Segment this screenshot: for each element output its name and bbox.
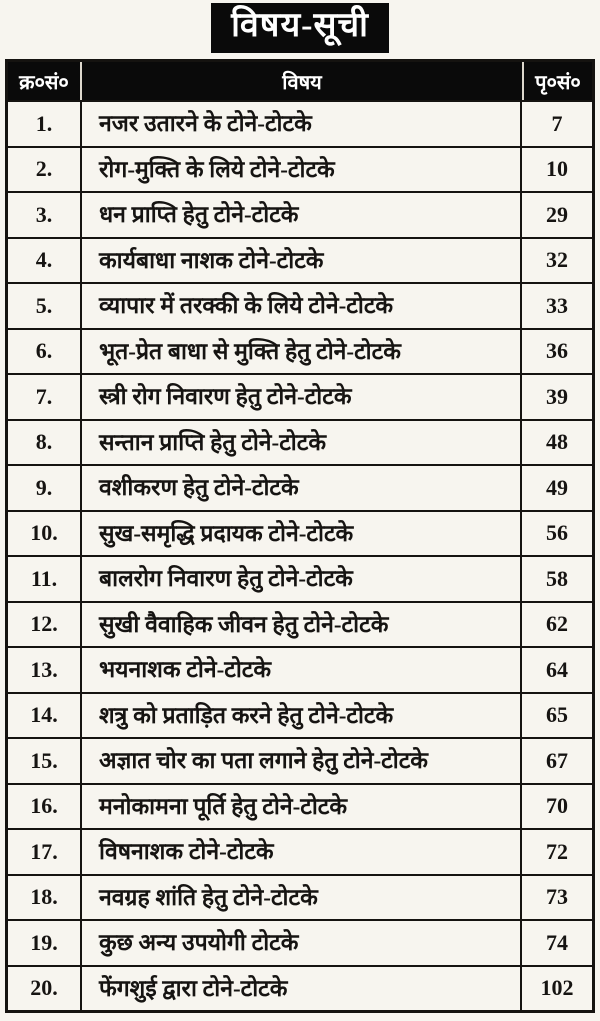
row-page-number: 56 [522, 511, 592, 555]
row-serial-number: 5. [8, 284, 80, 328]
table-row: 14. शत्रु को प्रताड़ित करने हेतु टोने-टो… [8, 693, 592, 737]
row-serial-number: 3. [8, 193, 80, 237]
row-serial-number: 10. [8, 511, 80, 555]
table-row: 5. व्यापार में तरक्की के लिये टोने-टोटके… [8, 284, 592, 328]
table-row: 7. स्त्री रोग निवारण हेतु टोने-टोटके 39 [8, 375, 592, 419]
row-serial-number: 13. [8, 648, 80, 692]
row-page-number: 29 [522, 193, 592, 237]
row-page-number: 65 [522, 693, 592, 737]
row-page-number: 7 [522, 102, 592, 146]
row-serial-number: 4. [8, 238, 80, 282]
table-row: 10. सुख-समृद्धि प्रदायक टोने-टोटके 56 [8, 511, 592, 555]
table-row: 1. नजर उतारने के टोने-टोटके 7 [8, 102, 592, 146]
row-serial-number: 7. [8, 375, 80, 419]
row-serial-number: 12. [8, 602, 80, 646]
table-row: 8. सन्तान प्राप्ति हेतु टोने-टोटके 48 [8, 420, 592, 464]
page-title: विषय-सूची [211, 3, 389, 53]
table-row: 15. अज्ञात चोर का पता लगाने हेतु टोने-टो… [8, 739, 592, 783]
row-page-number: 73 [522, 875, 592, 919]
table-row: 19. कुछ अन्य उपयोगी टोटके 74 [8, 921, 592, 965]
toc-table: क्र०सं० विषय पृ०सं० 1. नजर उतारने के टोन… [5, 59, 595, 1013]
toc-rows: 1. नजर उतारने के टोने-टोटके 7 2. रोग-मुक… [8, 102, 592, 1010]
header-serial-number: क्र०सं० [8, 62, 80, 100]
row-subject: धन प्राप्ति हेतु टोने-टोटके [82, 193, 520, 237]
row-subject: भयनाशक टोने-टोटके [82, 648, 520, 692]
row-subject: अज्ञात चोर का पता लगाने हेतु टोने-टोटके [82, 739, 520, 783]
table-row: 4. कार्यबाधा नाशक टोने-टोटके 32 [8, 238, 592, 282]
row-page-number: 33 [522, 284, 592, 328]
table-row: 18. नवग्रह शांति हेतु टोने-टोटके 73 [8, 875, 592, 919]
row-subject: नजर उतारने के टोने-टोटके [82, 102, 520, 146]
table-row: 12. सुखी वैवाहिक जीवन हेतु टोने-टोटके 62 [8, 602, 592, 646]
table-row: 11. बालरोग निवारण हेतु टोने-टोटके 58 [8, 557, 592, 601]
row-serial-number: 9. [8, 466, 80, 510]
row-serial-number: 19. [8, 921, 80, 965]
row-serial-number: 14. [8, 693, 80, 737]
row-page-number: 64 [522, 648, 592, 692]
table-row: 17. विषनाशक टोने-टोटके 72 [8, 830, 592, 874]
row-page-number: 49 [522, 466, 592, 510]
row-page-number: 67 [522, 739, 592, 783]
row-serial-number: 11. [8, 557, 80, 601]
row-subject: विषनाशक टोने-टोटके [82, 830, 520, 874]
row-subject: वशीकरण हेतु टोने-टोटके [82, 466, 520, 510]
header-page-number: पृ०सं० [522, 62, 592, 100]
header-subject: विषय [80, 62, 522, 100]
row-subject: सुखी वैवाहिक जीवन हेतु टोने-टोटके [82, 602, 520, 646]
table-row: 6. भूत-प्रेत बाधा से मुक्ति हेतु टोने-टो… [8, 329, 592, 373]
row-subject: मनोकामना पूर्ति हेतु टोने-टोटके [82, 784, 520, 828]
row-serial-number: 8. [8, 420, 80, 464]
row-serial-number: 18. [8, 875, 80, 919]
page-title-text: विषय-सूची [231, 7, 369, 44]
row-serial-number: 1. [8, 102, 80, 146]
row-page-number: 72 [522, 830, 592, 874]
row-serial-number: 2. [8, 147, 80, 191]
row-subject: फेंगशुई द्वारा टोने-टोटके [82, 966, 520, 1010]
row-subject: भूत-प्रेत बाधा से मुक्ति हेतु टोने-टोटके [82, 329, 520, 373]
row-serial-number: 16. [8, 784, 80, 828]
row-page-number: 58 [522, 557, 592, 601]
toc-header-row: क्र०सं० विषय पृ०सं० [8, 62, 592, 100]
row-subject: सुख-समृद्धि प्रदायक टोने-टोटके [82, 511, 520, 555]
row-subject: सन्तान प्राप्ति हेतु टोने-टोटके [82, 420, 520, 464]
table-row: 2. रोग-मुक्ति के लिये टोने-टोटके 10 [8, 147, 592, 191]
row-subject: बालरोग निवारण हेतु टोने-टोटके [82, 557, 520, 601]
row-page-number: 62 [522, 602, 592, 646]
table-row: 3. धन प्राप्ति हेतु टोने-टोटके 29 [8, 193, 592, 237]
row-page-number: 48 [522, 420, 592, 464]
row-page-number: 10 [522, 147, 592, 191]
row-subject: शत्रु को प्रताड़ित करने हेतु टोने-टोटके [82, 693, 520, 737]
row-page-number: 70 [522, 784, 592, 828]
table-row: 20. फेंगशुई द्वारा टोने-टोटके 102 [8, 966, 592, 1010]
table-row: 16. मनोकामना पूर्ति हेतु टोने-टोटके 70 [8, 784, 592, 828]
table-row: 9. वशीकरण हेतु टोने-टोटके 49 [8, 466, 592, 510]
row-page-number: 32 [522, 238, 592, 282]
row-page-number: 74 [522, 921, 592, 965]
row-subject: नवग्रह शांति हेतु टोने-टोटके [82, 875, 520, 919]
table-row: 13. भयनाशक टोने-टोटके 64 [8, 648, 592, 692]
row-serial-number: 17. [8, 830, 80, 874]
row-page-number: 39 [522, 375, 592, 419]
row-page-number: 102 [522, 966, 592, 1010]
row-subject: रोग-मुक्ति के लिये टोने-टोटके [82, 147, 520, 191]
row-serial-number: 20. [8, 966, 80, 1010]
row-subject: कुछ अन्य उपयोगी टोटके [82, 921, 520, 965]
row-page-number: 36 [522, 329, 592, 373]
row-serial-number: 15. [8, 739, 80, 783]
row-subject: कार्यबाधा नाशक टोने-टोटके [82, 238, 520, 282]
row-subject: स्त्री रोग निवारण हेतु टोने-टोटके [82, 375, 520, 419]
row-serial-number: 6. [8, 329, 80, 373]
row-subject: व्यापार में तरक्की के लिये टोने-टोटके [82, 284, 520, 328]
